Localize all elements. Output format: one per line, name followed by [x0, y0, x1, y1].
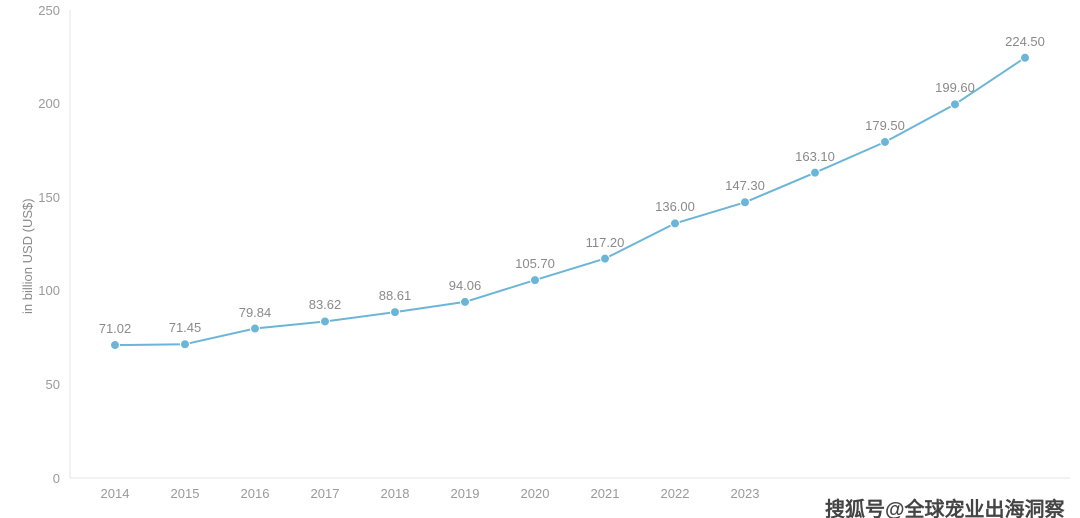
data-point-marker — [251, 324, 260, 333]
value-label: 163.10 — [787, 149, 843, 164]
data-point-marker — [111, 341, 120, 350]
chart-container: in billion USD (US$) 0 50 100 150 200 250 2014… — [0, 0, 1080, 518]
y-tick-label: 0 — [53, 471, 60, 486]
data-point-marker — [531, 276, 540, 285]
data-point-marker — [741, 198, 750, 207]
x-tick-label: 2018 — [375, 486, 415, 501]
data-point-marker — [321, 317, 330, 326]
data-point-marker — [461, 297, 470, 306]
data-point-marker — [391, 308, 400, 317]
data-point-marker — [811, 168, 820, 177]
value-label: 79.84 — [227, 305, 283, 320]
value-label: 71.45 — [157, 320, 213, 335]
data-point-marker — [1021, 53, 1030, 62]
value-label: 224.50 — [997, 34, 1053, 49]
data-point-marker — [671, 219, 680, 228]
value-label: 83.62 — [297, 297, 353, 312]
value-label: 199.60 — [927, 80, 983, 95]
value-label: 105.70 — [507, 256, 563, 271]
x-tick-label: 2016 — [235, 486, 275, 501]
y-tick-label: 50 — [46, 377, 60, 392]
value-label: 71.02 — [87, 321, 143, 336]
x-tick-label: 2014 — [95, 486, 135, 501]
value-label: 117.20 — [577, 235, 633, 250]
y-axis-title: in billion USD (US$) — [20, 198, 35, 314]
value-label: 136.00 — [647, 199, 703, 214]
y-tick-label: 100 — [38, 283, 60, 298]
value-label: 179.50 — [857, 118, 913, 133]
x-tick-label: 2022 — [655, 486, 695, 501]
value-label: 147.30 — [717, 178, 773, 193]
value-label: 88.61 — [367, 288, 423, 303]
y-tick-label: 200 — [38, 96, 60, 111]
x-tick-label: 2015 — [165, 486, 205, 501]
data-point-marker — [601, 254, 610, 263]
x-tick-label: 2019 — [445, 486, 485, 501]
data-point-marker — [881, 137, 890, 146]
data-point-marker — [951, 100, 960, 109]
value-label: 94.06 — [437, 278, 493, 293]
x-tick-label: 2021 — [585, 486, 625, 501]
data-point-marker — [181, 340, 190, 349]
x-tick-label: 2017 — [305, 486, 345, 501]
y-tick-label: 250 — [38, 3, 60, 18]
x-tick-label: 2020 — [515, 486, 555, 501]
watermark-text: 搜狐号@全球宠业出海洞察 — [825, 493, 1065, 518]
y-tick-label: 150 — [38, 190, 60, 205]
x-tick-label: 2023 — [725, 486, 765, 501]
